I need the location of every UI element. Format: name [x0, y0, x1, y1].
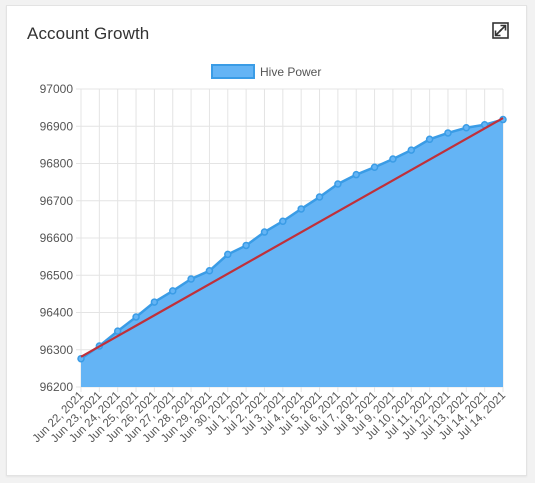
data-point [205, 267, 214, 275]
data-point [425, 135, 434, 144]
data-point [132, 313, 140, 321]
data-point [150, 298, 159, 306]
y-tick-label: 96700 [40, 194, 74, 208]
y-tick-label: 96200 [40, 380, 74, 394]
data-point [260, 228, 269, 236]
trend-layer [80, 117, 504, 358]
expand-icon[interactable] [491, 21, 511, 41]
y-tick-label: 96400 [40, 306, 74, 320]
data-point [462, 123, 471, 132]
data-point [370, 163, 379, 171]
data-point [352, 170, 360, 179]
y-axis: 96200 96300 96400 96500 96600 96700 96800 96900… [40, 82, 74, 394]
data-point [407, 146, 416, 154]
data-point [187, 275, 195, 283]
data-point [389, 155, 397, 163]
y-tick-label: 96500 [40, 268, 74, 282]
data-point [334, 180, 342, 188]
card-title: Account Growth [27, 24, 150, 43]
legend-swatch [211, 64, 255, 79]
legend-label: Hive Power [260, 65, 321, 79]
data-point [279, 217, 287, 225]
y-tick-label: 96900 [40, 119, 74, 133]
data-point [315, 193, 324, 201]
area-layer [80, 118, 504, 388]
legend[interactable]: Hive Power [211, 64, 321, 79]
data-point [297, 205, 305, 213]
data-point [242, 241, 250, 250]
series-area [81, 119, 503, 388]
y-tick-label: 96600 [40, 231, 74, 245]
data-point [168, 287, 177, 295]
trendline [80, 117, 504, 358]
data-point [444, 129, 452, 137]
data-point [224, 250, 232, 259]
y-tick-label: 96300 [40, 343, 74, 357]
y-tick-label: 96800 [40, 157, 74, 171]
data-point [113, 327, 122, 335]
y-tick-label: 97000 [40, 82, 74, 96]
points-layer [77, 115, 507, 363]
